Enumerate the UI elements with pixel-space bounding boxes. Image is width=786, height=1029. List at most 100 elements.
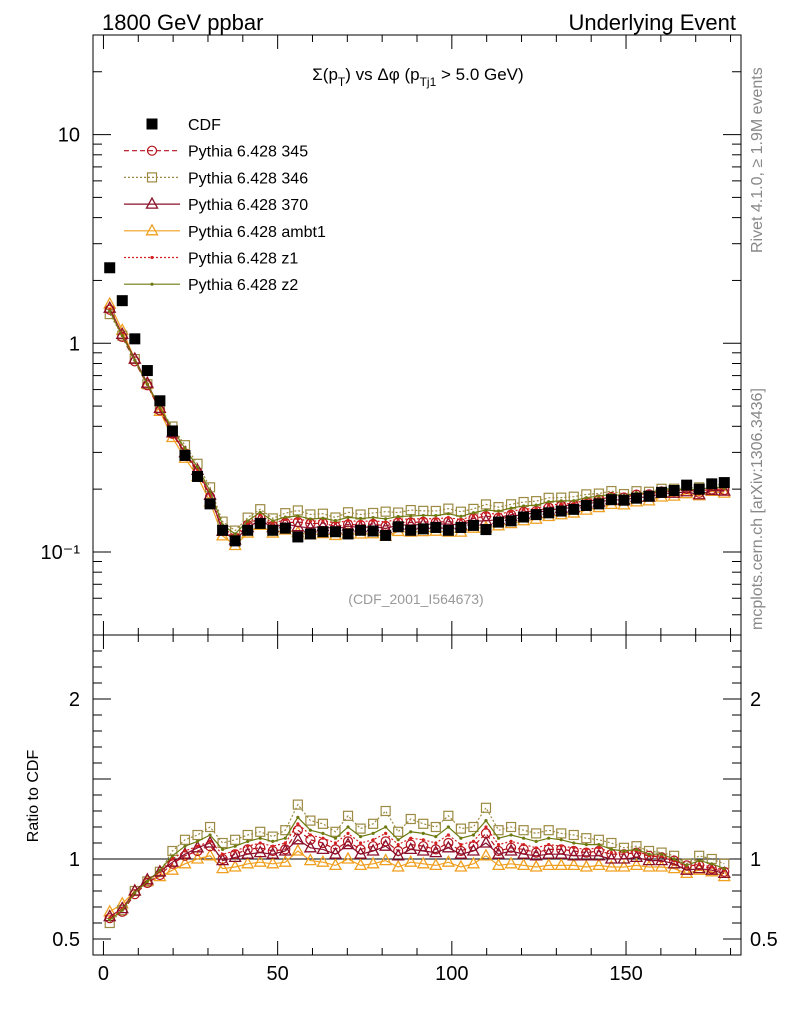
- series-point-ratio: [622, 849, 626, 853]
- series-point-ratio: [667, 856, 681, 869]
- series-point-ratio: [710, 862, 714, 866]
- series-point-ratio: [242, 829, 253, 841]
- series-point-ratio: [518, 825, 529, 836]
- data-point-cdf: [317, 526, 329, 538]
- series-point-ratio: [346, 825, 350, 829]
- series-point-ratio: [271, 839, 275, 844]
- data-point-cdf: [242, 524, 254, 536]
- series-point-main: [409, 517, 413, 521]
- series-point-ratio: [179, 834, 191, 845]
- series-point-ratio: [396, 843, 400, 847]
- series-point-ratio: [103, 904, 117, 917]
- data-point-cdf: [154, 395, 166, 407]
- series-point-ratio: [554, 846, 568, 859]
- series-point-ratio: [479, 848, 493, 861]
- series-point-main: [717, 485, 731, 498]
- series-point-main: [153, 401, 167, 414]
- series-point-ratio: [592, 858, 606, 871]
- data-point-cdf: [555, 505, 567, 517]
- series-line-ratio: [109, 822, 725, 919]
- series-point-ratio: [246, 844, 250, 848]
- data-point-cdf: [405, 524, 417, 536]
- data-point-cdf: [430, 521, 442, 533]
- data-point-cdf: [518, 511, 530, 523]
- series-point-ratio: [291, 832, 305, 845]
- series-point-ratio: [183, 849, 187, 853]
- series-point-ratio: [384, 825, 388, 829]
- legend-label: Pythia 6.428 z2: [188, 277, 298, 294]
- series-point-ratio: [496, 836, 501, 840]
- series-point-ratio: [466, 856, 481, 869]
- series-point-ratio: [396, 838, 400, 842]
- series-point-ratio: [584, 843, 588, 847]
- ratio-y-tick-label-right: 1: [750, 849, 761, 871]
- series-point-ratio: [278, 854, 292, 867]
- legend-label: Pythia 6.428 345: [188, 144, 308, 161]
- series-point-ratio: [393, 826, 404, 837]
- ratio-y-tick-label: 1: [69, 849, 80, 871]
- series-point-main: [346, 515, 350, 520]
- series-point-ratio: [246, 839, 250, 844]
- series-point-ratio: [531, 828, 542, 839]
- data-point-cdf: [656, 486, 668, 498]
- series-point-ratio: [346, 831, 350, 836]
- series-point-main: [246, 519, 250, 523]
- series-point-ratio: [384, 831, 388, 836]
- series-point-ratio: [258, 836, 262, 840]
- series-point-ratio: [572, 841, 576, 845]
- series-point-ratio: [672, 857, 676, 861]
- data-point-cdf: [455, 521, 467, 533]
- series-line-main: [109, 307, 725, 541]
- series-point-ratio: [341, 851, 355, 864]
- data-point-cdf: [493, 516, 505, 528]
- series-point-ratio: [429, 845, 443, 858]
- header-left-label: 1800 GeV ppbar: [102, 10, 263, 35]
- series-point-ratio: [328, 858, 343, 871]
- data-point-cdf: [693, 483, 705, 495]
- series-point-ratio: [133, 891, 137, 895]
- series-point-ratio: [221, 852, 225, 856]
- data-point-cdf: [367, 525, 379, 537]
- series-point-main: [333, 519, 338, 523]
- series-point-ratio: [479, 835, 493, 848]
- series-point-main: [484, 511, 488, 515]
- series-point-ratio: [455, 845, 466, 857]
- series-point-ratio: [241, 856, 255, 869]
- series-point-ratio: [108, 918, 112, 922]
- ratio-y-tick-label: 2: [69, 689, 80, 711]
- main-series-group: [103, 262, 731, 551]
- series-point-ratio: [228, 859, 242, 872]
- side-label-rivet: Rivet 4.1.0, ≥ 1.9M events: [749, 67, 766, 253]
- series-point-ratio: [203, 848, 217, 861]
- series-point-ratio: [669, 855, 680, 866]
- series-point-ratio: [697, 862, 701, 866]
- series-point-ratio: [504, 843, 518, 856]
- series-point-main: [115, 326, 129, 339]
- series-point-ratio: [165, 862, 180, 875]
- series-point-ratio: [430, 844, 441, 855]
- data-point-cdf: [192, 470, 204, 482]
- series-point-ratio: [120, 908, 124, 912]
- series-point-ratio: [371, 838, 375, 842]
- series-point-ratio: [379, 853, 393, 866]
- series-point-ratio: [556, 828, 567, 839]
- series-point-ratio: [710, 865, 714, 869]
- series-point-ratio: [454, 859, 468, 872]
- header-right-label: Underlying Event: [568, 10, 736, 35]
- data-point-cdf: [355, 524, 367, 536]
- series-point-main: [371, 519, 375, 523]
- series-point-main: [346, 518, 350, 523]
- series-point-ratio: [491, 846, 506, 859]
- series-point-ratio: [547, 836, 551, 840]
- data-point-cdf: [116, 295, 128, 307]
- data-point-cdf: [204, 498, 216, 510]
- series-point-ratio: [634, 847, 639, 852]
- series-point-main: [446, 512, 450, 516]
- data-point-cdf: [593, 498, 605, 510]
- series-point-ratio: [446, 825, 450, 829]
- series-point-ratio: [404, 854, 418, 867]
- series-line-main: [109, 303, 725, 547]
- data-point-cdf: [329, 526, 341, 538]
- data-point-cdf: [392, 521, 404, 533]
- series-point-main: [120, 334, 124, 338]
